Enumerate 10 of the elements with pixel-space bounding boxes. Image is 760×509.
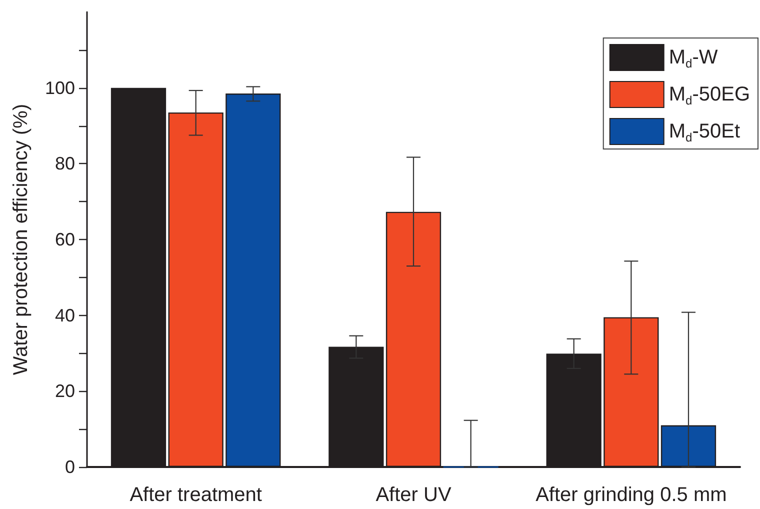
y-tick-label: 0 (64, 457, 75, 477)
x-tick-label: After grinding 0.5 mm (536, 484, 727, 506)
y-tick-label: 80 (54, 154, 75, 174)
x-tick-label: After treatment (130, 484, 262, 506)
y-tick-label: 20 (54, 381, 75, 402)
y-tick-label: 40 (54, 305, 75, 326)
y-axis-title: Water protection efficiency (%) (10, 104, 32, 376)
y-tick-label: 100 (44, 78, 75, 98)
y-tick-label: 60 (54, 230, 75, 250)
x-tick-label: After UV (376, 484, 452, 506)
